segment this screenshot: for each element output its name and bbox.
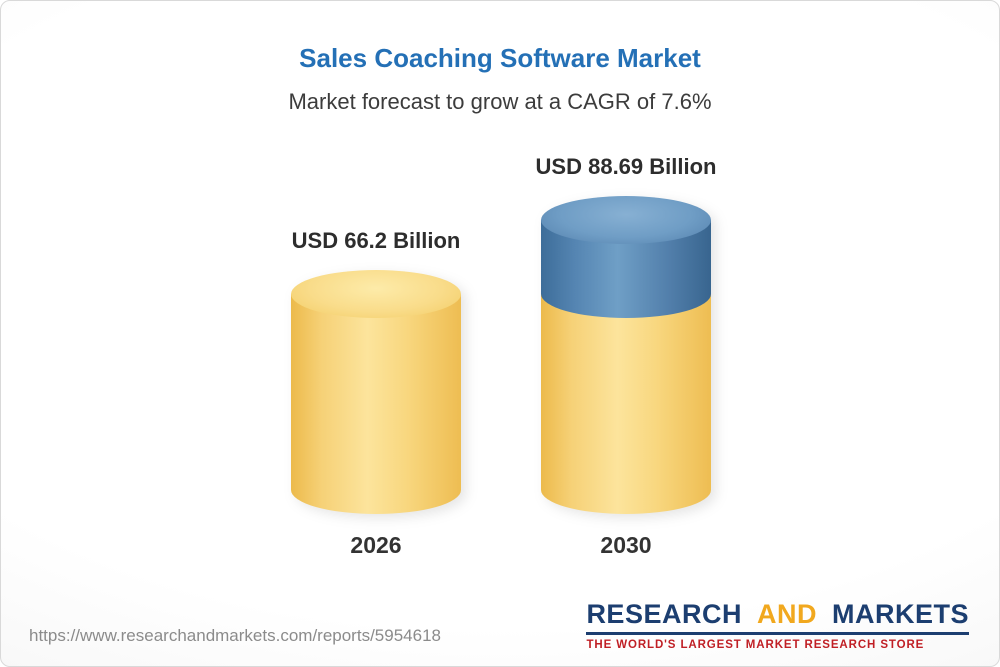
x-label-2026: 2026 xyxy=(350,532,402,558)
page-subtitle: Market forecast to grow at a CAGR of 7.6… xyxy=(288,89,712,114)
logo-word-and: AND xyxy=(756,599,817,629)
research-and-markets-logo: RESEARCH AND MARKETS THE WORLD'S LARGEST… xyxy=(586,599,969,651)
cylinder-2030-cap xyxy=(541,195,711,244)
logo-divider-line xyxy=(586,632,969,635)
x-label-2030: 2030 xyxy=(600,532,652,558)
page-title: Sales Coaching Software Market xyxy=(299,43,701,73)
bar-group-2030: USD 88.69 Billion 2030 xyxy=(536,154,717,559)
cylinder-2026-cap xyxy=(291,270,461,319)
bar-group-2026: USD 66.2 Billion 2026 xyxy=(291,228,461,559)
logo-wordmark: RESEARCH AND MARKETS xyxy=(586,599,969,630)
cylinder-2026-body xyxy=(291,294,461,514)
logo-word-markets: MARKETS xyxy=(832,599,969,629)
report-url-link[interactable]: https://www.researchandmarkets.com/repor… xyxy=(29,626,441,645)
value-label-2026: USD 66.2 Billion xyxy=(291,228,461,254)
cylinder-2030 xyxy=(541,195,711,514)
cylinder-2030-yellow-segment xyxy=(541,294,711,514)
cylinder-2026 xyxy=(291,270,461,514)
value-label-2030: USD 88.69 Billion xyxy=(535,153,717,179)
logo-word-research: RESEARCH xyxy=(586,599,742,629)
logo-tagline: THE WORLD'S LARGEST MARKET RESEARCH STOR… xyxy=(586,639,925,651)
